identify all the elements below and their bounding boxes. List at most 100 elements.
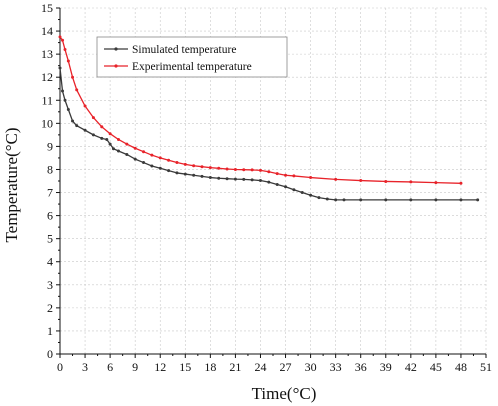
x-tick-label: 9	[132, 360, 138, 374]
data-point	[83, 104, 87, 108]
y-tick-label: 0	[47, 347, 53, 361]
data-point	[434, 181, 438, 185]
x-tick-label: 48	[455, 360, 467, 374]
legend-marker-experimental	[114, 64, 118, 68]
legend-marker-simulated	[114, 47, 118, 51]
data-point	[142, 150, 146, 154]
x-tick-label: 15	[179, 360, 191, 374]
legend-box	[96, 36, 288, 78]
data-point	[233, 177, 237, 181]
x-tick-label: 0	[57, 360, 63, 374]
data-point	[309, 176, 313, 180]
data-point	[250, 168, 254, 172]
data-point	[66, 59, 70, 63]
data-point	[325, 197, 329, 201]
data-point	[459, 198, 463, 202]
x-tick-label: 39	[380, 360, 392, 374]
data-point	[100, 125, 104, 129]
y-tick-label: 10	[41, 116, 53, 130]
data-point	[71, 119, 75, 123]
data-point	[133, 146, 137, 150]
data-point	[75, 124, 79, 128]
data-point	[242, 168, 246, 172]
data-point	[317, 196, 321, 200]
data-point	[183, 162, 187, 166]
data-point	[100, 136, 104, 140]
data-point	[63, 98, 67, 102]
data-point	[434, 198, 438, 202]
data-point	[309, 193, 313, 197]
data-point	[71, 75, 75, 79]
x-tick-label: 33	[330, 360, 342, 374]
y-tick-label: 9	[47, 139, 53, 153]
y-tick-label: 4	[47, 255, 53, 269]
x-tick-label: 6	[107, 360, 113, 374]
data-point	[200, 174, 204, 178]
y-tick-label: 12	[41, 70, 53, 84]
series-simulated	[58, 66, 480, 202]
data-point	[233, 167, 237, 171]
data-point	[116, 149, 120, 153]
data-point	[384, 179, 388, 183]
data-point	[158, 166, 162, 170]
x-tick-label: 36	[355, 360, 367, 374]
data-point	[91, 133, 95, 137]
x-tick-label: 12	[154, 360, 166, 374]
x-tick-label: 51	[480, 360, 492, 374]
x-tick-label: 21	[229, 360, 241, 374]
data-point	[125, 152, 129, 156]
data-point	[61, 38, 65, 42]
data-point	[258, 179, 262, 183]
data-point	[175, 171, 179, 175]
data-point	[409, 180, 413, 184]
data-point	[167, 158, 171, 162]
data-point	[242, 177, 246, 181]
x-tick-label: 24	[254, 360, 266, 374]
data-point	[133, 157, 137, 161]
series-experimental	[58, 35, 463, 185]
y-tick-label: 11	[41, 93, 53, 107]
data-point	[200, 165, 204, 169]
data-point	[292, 174, 296, 178]
data-point	[258, 168, 262, 172]
data-point	[217, 176, 221, 180]
data-point	[267, 180, 271, 184]
data-point	[111, 147, 115, 151]
data-point	[334, 198, 338, 202]
data-point	[250, 178, 254, 182]
y-tick-label: 6	[47, 209, 53, 223]
data-point	[158, 156, 162, 160]
legend: Simulated temperature Experimental tempe…	[96, 36, 288, 78]
data-point	[108, 142, 112, 146]
data-point	[208, 166, 212, 170]
data-point	[175, 161, 179, 165]
y-tick-label: 5	[47, 232, 53, 246]
data-point	[167, 169, 171, 173]
data-point	[384, 198, 388, 202]
x-tick-label: 3	[82, 360, 88, 374]
series-line	[59, 67, 478, 201]
data-point	[63, 48, 67, 52]
data-point	[83, 128, 87, 132]
data-point	[217, 166, 221, 170]
data-point	[192, 164, 196, 168]
data-point	[150, 164, 154, 168]
data-point	[208, 176, 212, 180]
y-tick-label: 14	[41, 24, 53, 38]
data-point	[91, 116, 95, 120]
data-point	[192, 173, 196, 177]
y-tick-label: 2	[47, 301, 53, 315]
data-point	[61, 89, 65, 93]
data-point	[225, 167, 229, 171]
y-axis-title: Temperature(°C)	[2, 127, 21, 242]
y-tick-label: 3	[47, 278, 53, 292]
data-point	[267, 170, 271, 174]
y-tick-label: 1	[47, 324, 53, 338]
y-tick-label: 8	[47, 162, 53, 176]
data-point	[225, 177, 229, 181]
data-point	[150, 153, 154, 157]
data-point	[359, 179, 363, 183]
x-tick-label: 27	[280, 360, 292, 374]
x-axis-title: Time(°C)	[252, 384, 317, 403]
